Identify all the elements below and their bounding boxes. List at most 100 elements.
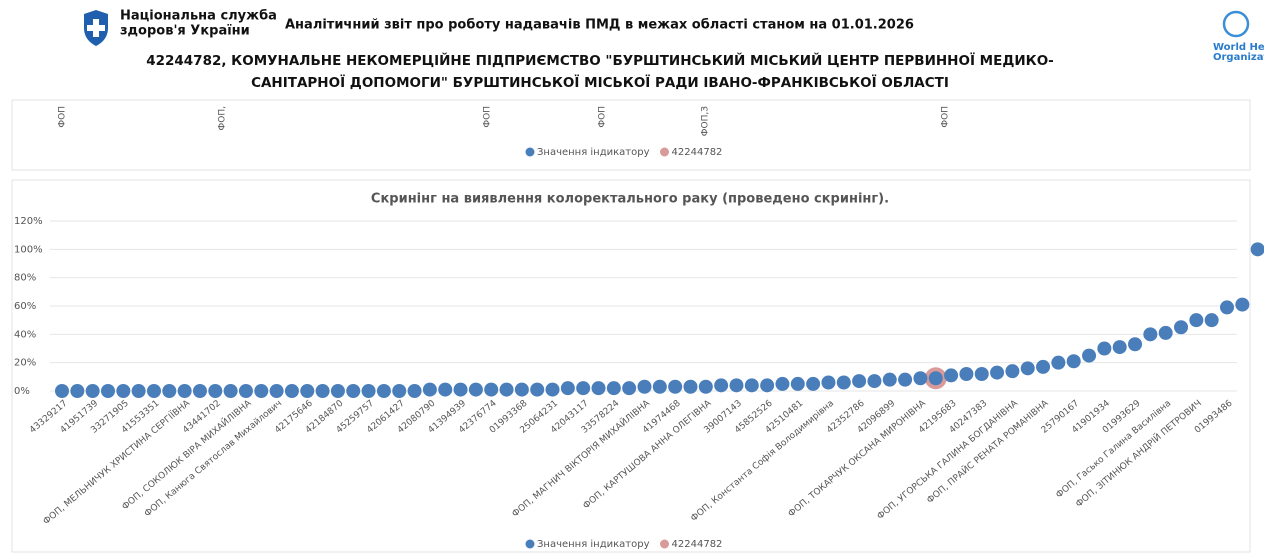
legend-label: 42244782: [672, 147, 723, 158]
top-strip: [11, 99, 1251, 171]
legend-swatch: [660, 147, 670, 157]
data-point: [806, 376, 821, 391]
data-point: [990, 365, 1005, 380]
data-point: [131, 384, 146, 398]
data-point: [744, 378, 759, 393]
data-point: [453, 382, 468, 397]
data-point: [238, 384, 253, 398]
data-point: [683, 379, 698, 394]
data-point: [208, 384, 223, 398]
y-tick-label: 120%: [14, 216, 43, 227]
data-point: [1082, 348, 1097, 363]
data-point: [376, 384, 391, 398]
data-point: [1112, 340, 1127, 355]
data-point: [514, 382, 529, 397]
data-point: [852, 374, 867, 389]
data-point: [729, 378, 744, 393]
logo-cross: [87, 19, 105, 37]
strip-label: ФОП: [598, 106, 608, 128]
legend-swatch: [525, 539, 535, 549]
data-point: [944, 368, 959, 383]
data-point: [100, 384, 115, 398]
report-title: Аналітичний звіт про роботу надавачів ПМ…: [285, 18, 914, 33]
data-point: [959, 367, 974, 381]
data-point: [55, 384, 69, 398]
x-tick-label: ФОП, УГОРСЬКА ГАЛИНА БОГДАНІВНА: [876, 398, 1021, 522]
data-point: [898, 372, 913, 387]
data-point: [698, 379, 713, 394]
legend-label: Значення індикатору: [537, 146, 650, 158]
strip-label: ФОП: [58, 106, 68, 128]
data-point: [867, 374, 882, 389]
data-point: [591, 381, 606, 396]
data-point: [760, 378, 775, 393]
data-point: [622, 381, 637, 396]
data-point: [1143, 327, 1158, 342]
data-point: [1174, 320, 1189, 335]
data-point: [177, 384, 192, 398]
data-point: [652, 379, 667, 394]
data-point: [1189, 313, 1204, 328]
who-name: World Health: [1213, 42, 1264, 53]
data-point: [330, 384, 345, 398]
data-point: [85, 384, 100, 398]
data-point: [790, 376, 805, 391]
chart-card: [11, 179, 1251, 553]
data-point: [714, 378, 729, 393]
y-tick-label: 0%: [14, 386, 30, 397]
data-point: [821, 375, 836, 390]
data-point: [637, 379, 652, 394]
data-point: [422, 382, 437, 397]
data-point: [192, 384, 207, 398]
data-point: [116, 384, 131, 398]
data-point: [545, 382, 560, 397]
data-point: [392, 384, 407, 398]
data-point: [836, 375, 851, 390]
strip-label: ФОП,З: [701, 106, 711, 136]
data-point: [1220, 300, 1234, 315]
data-point: [346, 384, 361, 398]
legend-swatch: [660, 539, 670, 549]
data-point: [484, 382, 499, 397]
data-point: [361, 384, 376, 398]
chart-title: Скринінг на виявлення колоректального ра…: [371, 192, 889, 207]
data-point: [269, 384, 284, 398]
data-point: [146, 384, 161, 398]
data-point: [560, 381, 575, 396]
data-point: [407, 384, 422, 398]
data-point: [606, 381, 621, 396]
data-point: [254, 384, 269, 398]
data-point: [1036, 359, 1051, 374]
org-name: здоров'я України: [120, 24, 250, 39]
data-point: [576, 381, 591, 396]
org-name: Національна служба: [120, 9, 277, 24]
x-tick-label: ФОП, Гасько Галина Василівна: [1054, 399, 1173, 501]
legend-swatch: [525, 147, 535, 157]
data-point: [468, 382, 483, 397]
data-point: [315, 384, 330, 398]
y-tick-label: 80%: [14, 273, 36, 284]
data-point: [162, 384, 177, 398]
y-tick-label: 100%: [14, 244, 43, 255]
data-point: [530, 382, 545, 397]
strip-label: ФОП,: [218, 106, 228, 130]
data-point: [775, 376, 790, 391]
report-subtitle: 42244782, КОМУНАЛЬНЕ НЕКОМЕРЦІЙНЕ ПІДПРИ…: [146, 52, 1054, 69]
data-point: [499, 382, 514, 397]
legend-label: 42244782: [672, 539, 723, 550]
data-point: [1158, 325, 1173, 340]
data-point: [1066, 354, 1081, 369]
data-point: [223, 384, 238, 398]
x-tick-label: ФОП, МАГНИЧ ВІКТОРІЯ МИХАЙЛІВНА: [509, 396, 652, 519]
data-point: [1020, 361, 1035, 376]
data-point: [284, 384, 299, 398]
data-point: [668, 379, 683, 394]
data-point: [1051, 355, 1066, 370]
data-point: [1097, 341, 1112, 356]
strip-label: ФОП: [941, 106, 951, 128]
data-point: [928, 371, 943, 386]
strip-label: ФОП: [483, 106, 493, 128]
report-subtitle: САНІТАРНОЇ ДОПОМОГИ" БУРШТИНСЬКОЇ МІСЬКО…: [251, 74, 949, 91]
data-point: [1005, 364, 1020, 379]
data-point: [1204, 313, 1219, 328]
